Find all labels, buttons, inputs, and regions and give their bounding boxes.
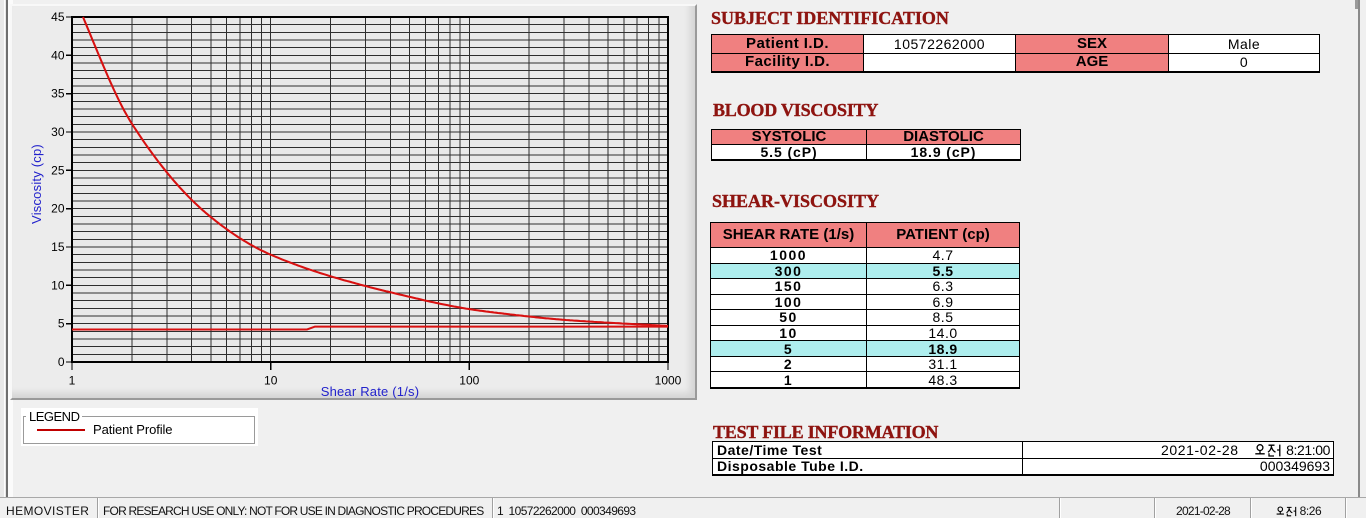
svg-text:5: 5 — [58, 317, 65, 331]
svg-text:Viscosity (cp): Viscosity (cp) — [29, 144, 44, 224]
svg-text:15: 15 — [51, 240, 65, 254]
svg-text:0: 0 — [58, 355, 65, 369]
svg-text:35: 35 — [51, 87, 65, 101]
svg-text:Shear Rate (1/s): Shear Rate (1/s) — [321, 384, 420, 399]
svg-text:100: 100 — [459, 374, 479, 388]
svg-text:1000: 1000 — [655, 374, 682, 388]
svg-text:25: 25 — [51, 163, 65, 177]
svg-text:10: 10 — [264, 374, 278, 388]
svg-text:40: 40 — [51, 48, 65, 62]
svg-text:10: 10 — [51, 278, 65, 292]
svg-text:1: 1 — [69, 374, 76, 388]
svg-text:45: 45 — [51, 10, 65, 24]
svg-text:20: 20 — [51, 202, 65, 216]
svg-text:30: 30 — [51, 125, 65, 139]
